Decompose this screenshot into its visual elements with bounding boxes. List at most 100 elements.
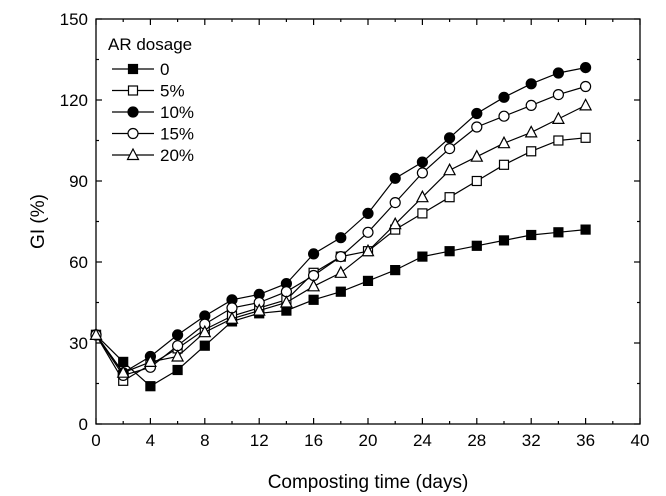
data-point xyxy=(444,132,456,144)
data-point xyxy=(471,107,483,120)
data-point xyxy=(171,349,185,362)
x-tick-label: 4 xyxy=(146,431,155,450)
axis-ticks: 0 4 8 12 16 20 24 28 32 36 40 0 30 60 90 120 150 xyxy=(60,10,650,450)
data-point xyxy=(199,340,210,351)
data-point xyxy=(280,286,292,298)
data-point xyxy=(579,80,592,93)
x-tick-label: 24 xyxy=(413,431,432,450)
data-point xyxy=(308,248,320,260)
data-point xyxy=(252,303,266,316)
data-point xyxy=(553,227,564,238)
data-point xyxy=(334,265,348,278)
y-tick-label: 60 xyxy=(69,253,88,272)
x-tick-label: 12 xyxy=(250,431,269,450)
data-point xyxy=(551,111,565,125)
data-point xyxy=(390,265,401,276)
data-point xyxy=(335,286,346,297)
x-tick-label: 36 xyxy=(576,431,595,450)
data-point xyxy=(497,135,511,149)
data-point xyxy=(498,91,510,103)
data-point xyxy=(524,125,538,138)
data-point xyxy=(198,324,212,338)
data-point xyxy=(172,364,183,376)
data-point xyxy=(415,189,429,203)
x-tick-label: 40 xyxy=(631,431,650,450)
data-point xyxy=(226,302,238,314)
data-point xyxy=(552,67,565,79)
data-point xyxy=(471,240,482,251)
series-3 xyxy=(90,61,592,379)
legend: AR dosage 0 5% 10% 15% 20% xyxy=(108,35,194,165)
legend-marker xyxy=(127,85,139,96)
legend-item: 0 xyxy=(112,60,169,79)
data-point xyxy=(225,311,239,324)
legend-label: 5% xyxy=(160,82,185,101)
legend-item: 5% xyxy=(112,82,185,101)
data-point xyxy=(471,121,483,133)
x-axis-title: Composting time (days) xyxy=(268,472,469,493)
data-point xyxy=(118,356,129,367)
data-point xyxy=(526,229,537,241)
data-point xyxy=(498,235,510,246)
y-tick-label: 120 xyxy=(60,91,88,110)
x-tick-label: 8 xyxy=(200,431,209,450)
data-point xyxy=(279,295,293,308)
data-point xyxy=(580,224,591,235)
legend-item: 10% xyxy=(112,103,194,122)
data-point xyxy=(417,251,428,262)
y-axis-title: GI (%) xyxy=(28,194,49,249)
data-point xyxy=(444,192,455,203)
legend-marker xyxy=(126,147,140,161)
data-point xyxy=(443,162,457,176)
data-point xyxy=(389,197,401,209)
data-point xyxy=(498,159,510,170)
data-point xyxy=(389,172,401,184)
legend-label: 0 xyxy=(160,60,169,79)
data-point xyxy=(362,207,374,219)
series-layer xyxy=(89,61,593,392)
legend-marker xyxy=(127,106,139,118)
series-5 xyxy=(89,98,593,378)
x-tick-label: 20 xyxy=(359,431,378,450)
data-point xyxy=(525,99,537,112)
data-point xyxy=(498,110,510,122)
data-point xyxy=(308,294,319,305)
data-point xyxy=(580,132,591,143)
y-tick-label: 90 xyxy=(69,172,88,191)
data-point xyxy=(172,329,184,341)
data-point xyxy=(335,232,347,244)
data-point xyxy=(172,340,184,352)
data-point xyxy=(362,226,374,238)
data-point xyxy=(470,149,484,162)
data-point xyxy=(362,275,374,286)
legend-marker xyxy=(127,63,139,75)
data-point xyxy=(417,208,428,219)
data-point xyxy=(552,88,565,101)
data-point xyxy=(579,61,592,74)
plot-frame xyxy=(95,18,641,425)
legend-label: 20% xyxy=(160,146,194,165)
y-tick-label: 150 xyxy=(60,10,88,29)
data-point xyxy=(145,381,156,392)
legend-marker xyxy=(127,127,139,140)
data-point xyxy=(471,175,482,187)
x-tick-label: 16 xyxy=(304,431,323,450)
y-tick-label: 0 xyxy=(79,415,88,434)
data-point xyxy=(553,135,564,146)
data-point xyxy=(444,246,455,257)
data-point xyxy=(444,143,456,155)
data-point xyxy=(416,167,428,179)
plot-area-border xyxy=(95,18,641,425)
data-point xyxy=(579,98,593,111)
series-1 xyxy=(90,224,591,392)
data-point xyxy=(416,156,428,168)
legend-title: AR dosage xyxy=(108,35,192,54)
data-point xyxy=(361,243,375,257)
x-tick-label: 28 xyxy=(467,431,486,450)
data-point xyxy=(89,327,103,340)
data-point xyxy=(335,251,347,263)
data-point xyxy=(143,354,157,367)
legend-label: 15% xyxy=(160,125,194,144)
